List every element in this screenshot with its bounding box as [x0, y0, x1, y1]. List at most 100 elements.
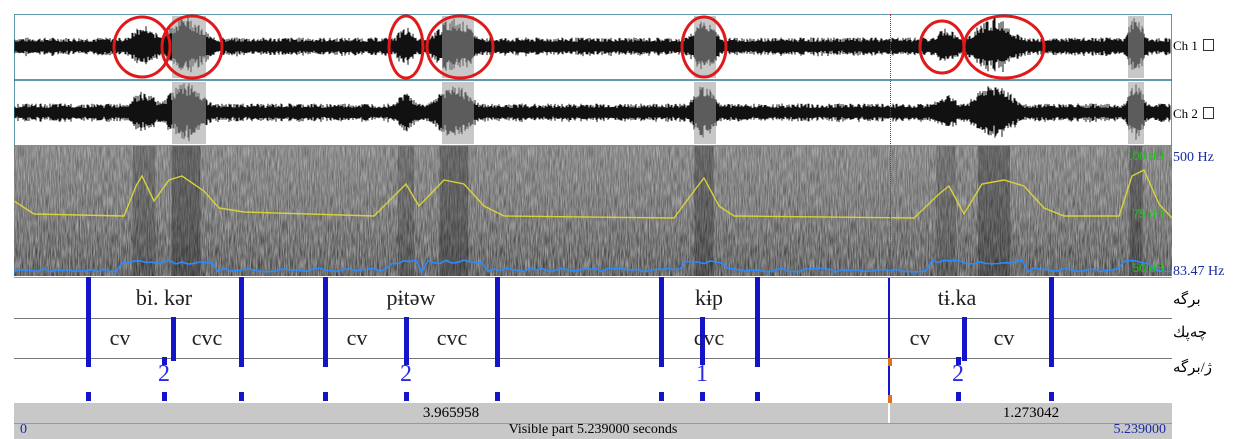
tier-2-name[interactable]: چەپك	[1173, 325, 1208, 341]
tier-2-interval-text[interactable]: cv	[993, 325, 1015, 350]
spectrogram-panel[interactable]: 100 dB 75 dB 50 dB	[14, 146, 1172, 276]
tier-3-name[interactable]: ژ/برگه	[1173, 360, 1213, 376]
tier-1-boundary[interactable]	[323, 277, 328, 367]
boundary-stub[interactable]	[755, 392, 760, 401]
db-bottom-label: 50 dB	[1133, 261, 1164, 275]
freq-top-label: 500 Hz	[1173, 150, 1214, 165]
visible-start: 0	[20, 424, 27, 437]
selection-highlight	[694, 16, 716, 78]
highlight-circles	[112, 14, 1046, 80]
boundary-stub[interactable]	[700, 392, 705, 401]
tier-2-boundary[interactable]	[962, 317, 967, 361]
spectrogram-band	[1129, 146, 1143, 276]
spectrogram-band	[439, 146, 469, 276]
channel-2-label: Ch 2	[1173, 106, 1215, 122]
tier-2-boundary[interactable]	[171, 317, 176, 361]
tier-1-boundary[interactable]	[659, 277, 664, 367]
boundary-stub[interactable]	[1049, 392, 1054, 401]
highlight-circle	[680, 15, 728, 79]
selection-highlight	[694, 82, 716, 144]
boundary-stub[interactable]	[659, 392, 664, 401]
duration-bar: 3.965958 1.273042	[14, 403, 1172, 424]
spectrogram-band	[694, 146, 714, 276]
tier-1-boundary[interactable]	[239, 277, 244, 367]
pitch-contour	[14, 169, 1172, 219]
channel-2-text: Ch 2	[1173, 106, 1198, 121]
duration-segment-1[interactable]: 3.965958	[14, 403, 890, 423]
tier-3-point[interactable]	[162, 357, 167, 365]
selection-highlight	[442, 16, 474, 78]
cursor-line[interactable]	[890, 14, 891, 276]
waveform-channel-1[interactable]	[14, 14, 1172, 80]
tier-1-boundary[interactable]	[86, 277, 91, 367]
tier-1-interval-text[interactable]: tɨ.ka	[937, 285, 977, 310]
spectrogram-band	[978, 146, 1010, 276]
waveform-channel-2[interactable]	[14, 80, 1172, 146]
tier-2-interval-text[interactable]: cv	[346, 325, 368, 350]
spectrogram-band	[936, 146, 956, 276]
duration-segment-2[interactable]: 1.273042	[1002, 405, 1060, 421]
checkbox-icon[interactable]	[1203, 39, 1215, 51]
tier-2-interval-text[interactable]: cvc	[436, 325, 468, 350]
tier-2-boundary[interactable]	[404, 317, 409, 361]
tier-2-interval-text[interactable]: cvc	[693, 325, 725, 350]
channel-1-text: Ch 1	[1173, 38, 1198, 53]
intensity-contour	[14, 259, 1172, 274]
spectrogram-band	[398, 146, 414, 276]
highlight-circle	[160, 14, 224, 80]
tier-3-point-text[interactable]: 1	[696, 361, 708, 387]
textgrid-tiers	[14, 277, 1172, 405]
boundary-stub[interactable]	[162, 392, 167, 401]
tier-2-boundary[interactable]	[700, 317, 705, 361]
tier-2-interval-text[interactable]: cv	[909, 325, 931, 350]
tier-1-interval-text[interactable]: bi. kər	[135, 285, 193, 310]
highlight-circle	[962, 14, 1046, 80]
tier-1-interval-text[interactable]: pɨtəw	[386, 285, 436, 310]
tier-1-name[interactable]: برگه	[1173, 292, 1201, 308]
tier-3-point[interactable]	[404, 357, 409, 365]
selection-marker	[888, 278, 890, 404]
waveform-trace-1	[14, 16, 1171, 78]
tier-3-point[interactable]	[700, 357, 705, 365]
tier-3-point-text[interactable]: 2	[400, 361, 412, 387]
channel-1-label: Ch 1	[1173, 38, 1215, 54]
tier-2-interval-text[interactable]: cv	[109, 325, 131, 350]
visible-end: 5.239000	[1113, 424, 1167, 437]
selection-highlight	[1128, 16, 1144, 78]
freq-bottom-label: 83.47 Hz	[1173, 264, 1225, 279]
highlight-circle	[387, 14, 425, 80]
spectrogram-band	[171, 146, 201, 276]
tier-1-boundary[interactable]	[495, 277, 500, 367]
selection-highlight	[172, 82, 206, 144]
tier-2-interval-text[interactable]: cvc	[191, 325, 223, 350]
boundary-stub[interactable]	[495, 392, 500, 401]
waveform-path	[14, 16, 1171, 73]
tier-1-interval-text[interactable]: kɨp	[694, 285, 724, 310]
boundary-stub[interactable]	[956, 392, 961, 401]
boundary-stub[interactable]	[239, 392, 244, 401]
waveform-path	[14, 83, 1171, 142]
checkbox-icon[interactable]	[1203, 107, 1215, 119]
tier-1-boundary[interactable]	[755, 277, 760, 367]
tier-3-point-text[interactable]: 2	[158, 361, 170, 387]
boundary-stub[interactable]	[323, 392, 328, 401]
tier-content-layer: bi. kər pɨtəw kɨp tɨ.ka cv cvc cv cvc cvc cv cv 2 2 1…	[14, 277, 1172, 403]
tier-3-point[interactable]	[956, 357, 961, 365]
selection-handle-top[interactable]	[888, 358, 892, 366]
db-top-label: 100 dB	[1126, 149, 1164, 163]
spectrogram-band	[132, 146, 156, 276]
tier-3-point-text[interactable]: 2	[952, 361, 964, 387]
selection-highlight	[172, 16, 206, 78]
selection-highlight	[442, 82, 474, 144]
waveform-trace-2	[14, 82, 1171, 144]
selection-highlight	[1128, 82, 1144, 144]
visible-part-text: Visible part 5.239000 seconds	[508, 424, 678, 437]
boundary-stub[interactable]	[86, 392, 91, 401]
tier-1-boundary[interactable]	[1049, 277, 1054, 367]
highlight-circle	[425, 14, 495, 80]
boundary-stub[interactable]	[404, 392, 409, 401]
selection-handle-bottom[interactable]	[888, 395, 892, 403]
visible-part-bar[interactable]: 0 Visible part 5.239000 seconds 5.239000	[14, 424, 1172, 439]
spectrogram-dark-bands	[132, 146, 1143, 276]
